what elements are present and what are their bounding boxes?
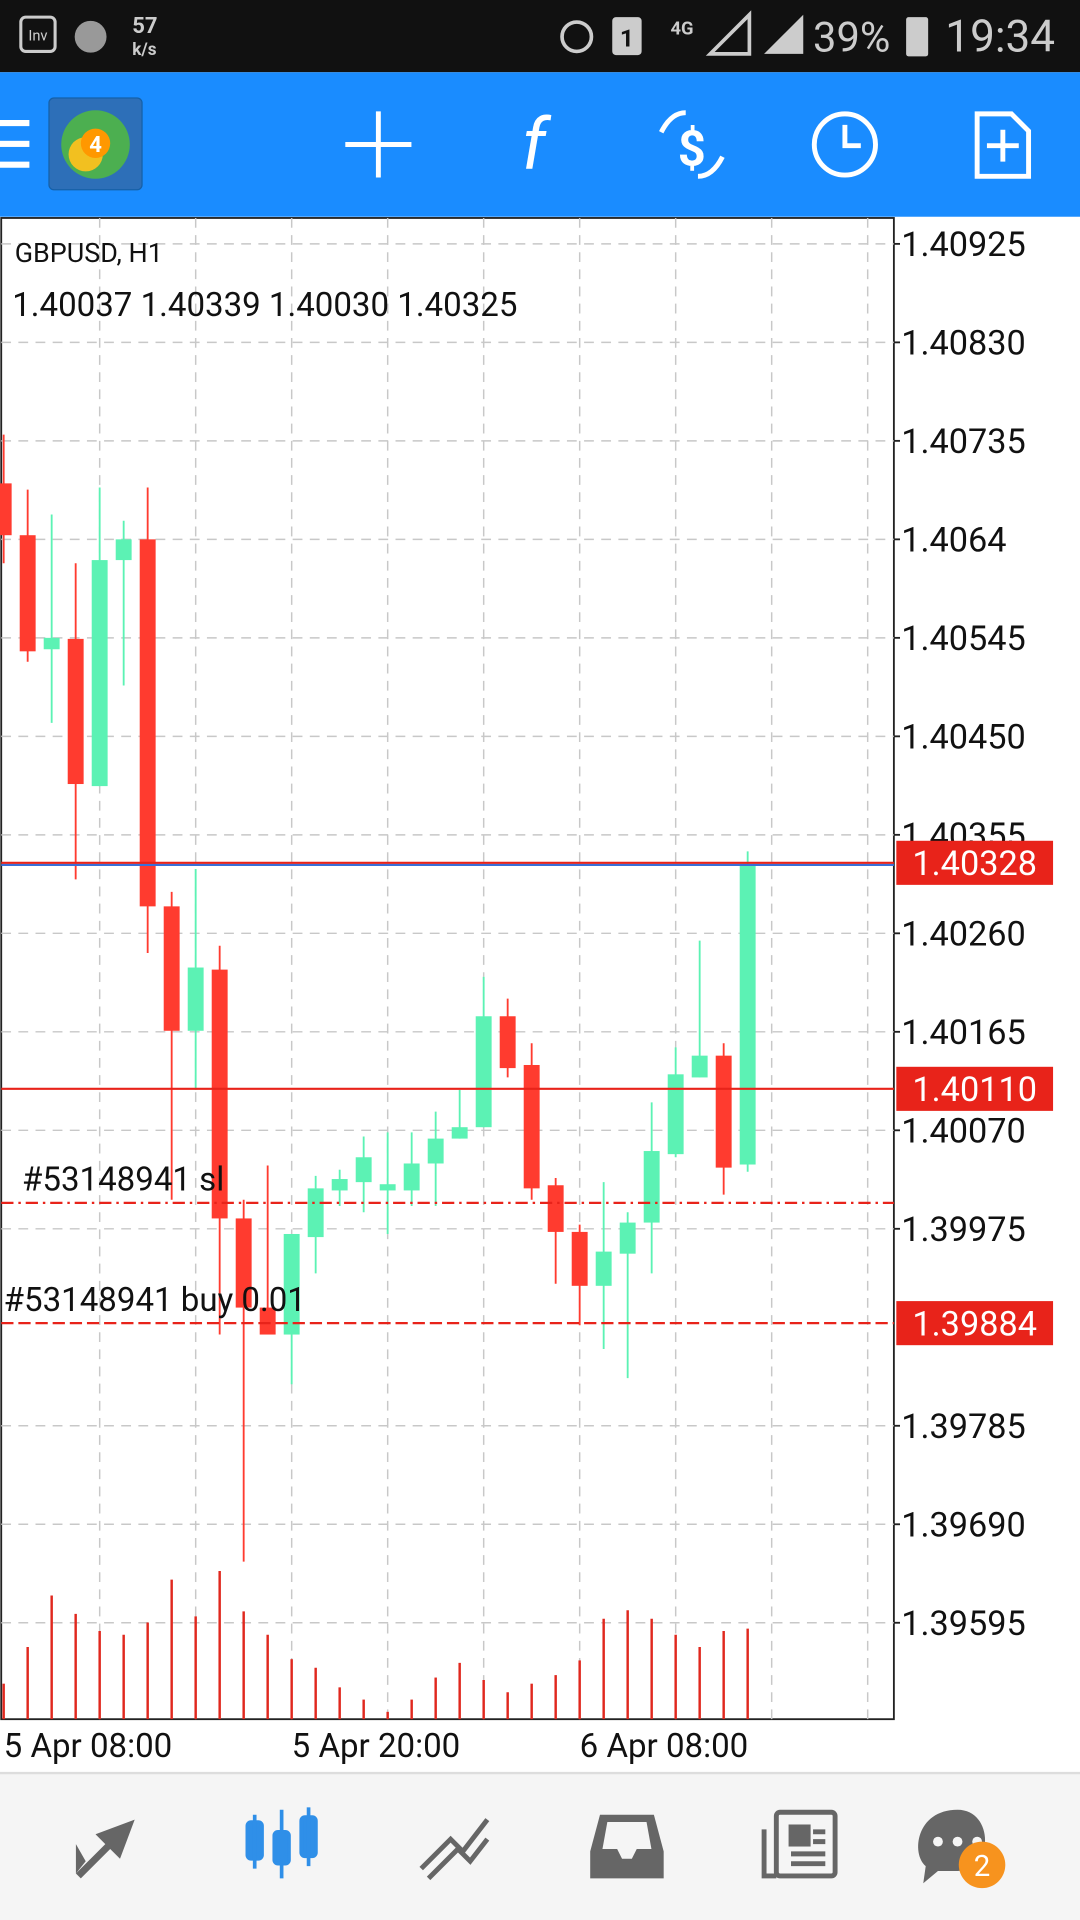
app-icon-text: Inv <box>28 26 47 44</box>
sim-number: 1 <box>620 24 634 53</box>
y-tick-label: 1.40925 <box>901 225 1026 265</box>
y-tick-label: 1.39595 <box>901 1604 1026 1644</box>
price-tag <box>896 1066 1054 1111</box>
speed-unit: k/s <box>132 40 157 60</box>
candle-body <box>715 1055 732 1168</box>
candle-body <box>595 1251 612 1286</box>
candle-body <box>451 1127 468 1139</box>
candle-body <box>259 1307 276 1335</box>
history-tab[interactable] <box>590 1814 664 1879</box>
quotes-tab[interactable] <box>75 1819 135 1879</box>
y-tick-label: 1.40545 <box>901 619 1026 659</box>
battery-level: 39% <box>813 13 890 62</box>
chat-tab[interactable]: 2 <box>918 1809 1006 1889</box>
y-tick-label: 1.40260 <box>901 915 1026 955</box>
mt4-icon <box>74 20 107 53</box>
plot-area <box>0 217 895 1721</box>
candle-body <box>307 1188 324 1238</box>
logo-button[interactable]: 4 <box>48 97 143 191</box>
timeframe-button[interactable] <box>811 111 878 178</box>
candle-body <box>163 906 180 1031</box>
menu-button[interactable] <box>0 120 30 168</box>
candle-body <box>571 1231 588 1286</box>
svg-text:$: $ <box>678 120 706 177</box>
ohlc-info: 1.40037 1.40339 1.40030 1.40325 <box>12 286 517 325</box>
candle-body <box>283 1233 300 1335</box>
candle-body <box>667 1074 684 1155</box>
candle-body <box>619 1222 636 1254</box>
candle-body <box>643 1151 660 1223</box>
x-tick-label: 5 Apr 08:00 <box>4 1727 173 1766</box>
trade-tab[interactable] <box>419 1818 490 1881</box>
toolbar <box>0 72 1080 217</box>
order-label: #53148941 buy 0.01 <box>4 1281 306 1320</box>
order-label: #53148941 sl <box>22 1161 224 1200</box>
y-tick-label: 1.39975 <box>901 1210 1026 1250</box>
candle-body <box>19 535 36 652</box>
price-tag-label: 1.40110 <box>912 1070 1037 1110</box>
y-tick-label: 1.40735 <box>901 422 1026 462</box>
news-tab[interactable] <box>761 1809 838 1879</box>
candle-body <box>235 1218 252 1308</box>
candle-body <box>403 1163 420 1191</box>
candle-body <box>691 1055 708 1078</box>
signal-icon <box>705 10 752 56</box>
clock: 19:34 <box>945 10 1055 62</box>
app-icon <box>19 15 57 53</box>
y-tick-label: 1.39785 <box>901 1407 1026 1447</box>
candle-body <box>523 1064 540 1189</box>
chart-title: GBPUSD, H1 <box>15 237 163 269</box>
candle-body <box>499 1016 516 1069</box>
crosshair-button[interactable] <box>345 111 412 178</box>
logo-number: 4 <box>89 133 102 158</box>
candle-body <box>547 1185 564 1232</box>
price-tag <box>896 1301 1054 1346</box>
new-order-button[interactable] <box>974 111 1032 179</box>
chart: 1.40925 1.40830 1.40735 1.4064 1.40545 1.4045… <box>0 217 1054 1766</box>
y-tick-label: 1.39690 <box>901 1506 1026 1546</box>
candle-body <box>139 539 156 907</box>
chart-tab[interactable] <box>245 1807 318 1879</box>
candle-body <box>0 483 12 536</box>
alarm-icon <box>560 20 594 54</box>
sim-icon <box>612 17 642 56</box>
y-tick-label: 1.40450 <box>901 718 1026 758</box>
bottom-nav <box>0 1773 1080 1920</box>
battery-icon <box>906 17 929 57</box>
price-tag-label: 1.40328 <box>912 844 1037 884</box>
price-tag <box>896 840 1054 885</box>
x-tick-label: 6 Apr 08:00 <box>580 1727 749 1766</box>
candle-body <box>475 1016 492 1128</box>
candle-body <box>331 1179 348 1191</box>
candle-body <box>91 560 108 787</box>
candle-body <box>43 637 60 650</box>
candle-body <box>427 1138 444 1164</box>
y-tick-label: 1.40165 <box>901 1013 1026 1053</box>
candle-body <box>115 539 132 561</box>
speed: 57 <box>132 14 157 39</box>
y-tick-label: 1.40830 <box>901 324 1026 364</box>
candle-body <box>67 638 84 785</box>
trade-button[interactable]: $ <box>659 110 725 179</box>
candle-body <box>187 967 204 1031</box>
y-tick-label: 1.40070 <box>901 1112 1026 1152</box>
x-tick-label: 5 Apr 20:00 <box>292 1727 461 1766</box>
candle-body <box>211 969 228 1219</box>
network: 4G <box>671 18 694 39</box>
status-bar <box>0 0 1080 73</box>
chat-badge: 2 <box>974 1850 991 1884</box>
candle-body <box>739 865 756 1165</box>
price-tag-label: 1.39884 <box>912 1304 1037 1344</box>
y-tick-label: 1.4064 <box>901 521 1006 561</box>
candle-body <box>355 1157 372 1183</box>
candle-body <box>379 1184 396 1191</box>
signal-icon <box>764 14 804 54</box>
